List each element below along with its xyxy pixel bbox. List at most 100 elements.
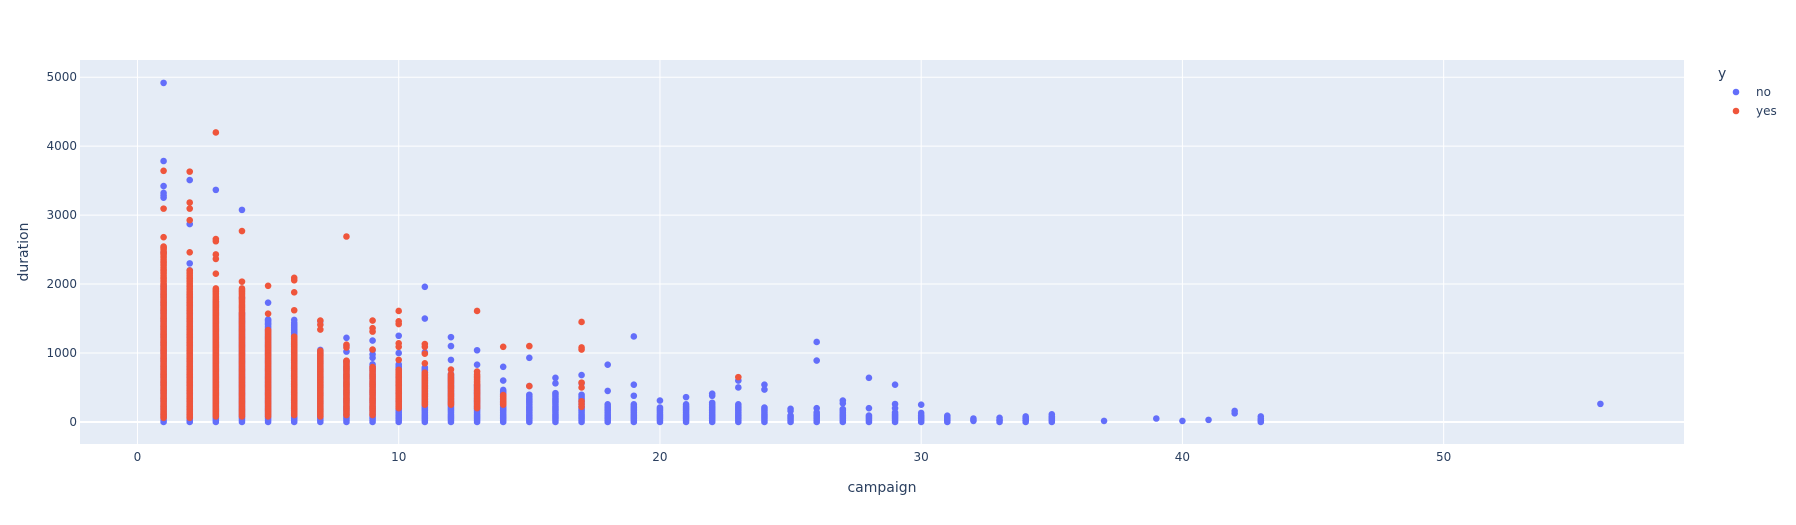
data-point (238, 285, 246, 292)
data-point (578, 379, 585, 386)
data-point (1205, 416, 1212, 424)
data-point (264, 326, 272, 334)
data-point (395, 320, 403, 328)
data-point (212, 270, 220, 278)
data-point (186, 199, 194, 206)
data-point (447, 371, 455, 378)
x-tick-label: 30 (914, 450, 929, 464)
data-points (160, 79, 1604, 426)
data-point (160, 205, 167, 212)
data-point (761, 386, 768, 393)
legend[interactable]: y no yes (1718, 66, 1777, 118)
data-point (212, 285, 220, 292)
data-point (891, 381, 899, 389)
data-point (238, 227, 246, 235)
data-point (212, 186, 220, 194)
data-point (369, 317, 376, 324)
data-point (735, 384, 742, 391)
data-point (761, 404, 768, 411)
data-point (813, 338, 820, 346)
data-point (160, 244, 167, 251)
data-point (917, 401, 925, 409)
data-point (761, 381, 768, 389)
data-point (186, 267, 194, 274)
data-point (473, 361, 481, 369)
data-point (1257, 417, 1265, 424)
data-point (865, 404, 873, 412)
data-point (1179, 417, 1186, 425)
data-point (656, 397, 664, 404)
data-point (421, 360, 429, 367)
data-point (473, 346, 481, 354)
data-point (290, 333, 298, 340)
data-point (290, 322, 298, 329)
data-point (264, 310, 272, 318)
data-point (395, 349, 403, 357)
data-point (970, 417, 977, 425)
data-point (552, 389, 559, 397)
data-point (447, 366, 455, 373)
x-tick-label: 0 (134, 450, 142, 464)
data-point (499, 363, 507, 371)
data-point (447, 356, 455, 364)
data-point (787, 407, 794, 415)
data-point (682, 401, 690, 408)
legend-item-yes[interactable]: yes (1732, 104, 1777, 118)
data-point (186, 216, 194, 224)
x-tick-label: 40 (1175, 450, 1190, 464)
data-point (578, 318, 585, 326)
data-point (160, 233, 167, 241)
y-tick-label: 2000 (46, 277, 77, 291)
data-point (526, 382, 533, 390)
data-point (212, 129, 220, 136)
y-axis-title: duration (16, 223, 32, 282)
legend-marker (1732, 88, 1740, 96)
data-point (630, 381, 638, 389)
legend-marker (1732, 107, 1740, 115)
data-point (578, 371, 585, 379)
data-point (290, 289, 298, 296)
data-point (369, 328, 376, 335)
data-point (996, 416, 1003, 424)
data-point (290, 276, 298, 284)
data-point (395, 356, 403, 364)
data-point (552, 374, 559, 382)
data-point (421, 369, 429, 377)
data-point (839, 400, 847, 407)
data-point (317, 347, 324, 355)
data-point (865, 374, 873, 382)
data-point (682, 393, 690, 401)
data-point (630, 401, 638, 408)
data-point (421, 315, 429, 322)
data-point (160, 194, 167, 201)
data-point (1022, 417, 1029, 424)
data-point (578, 384, 585, 391)
data-point (604, 401, 612, 408)
x-axis-title: campaign (847, 480, 916, 496)
data-point (290, 306, 298, 314)
legend-label: yes (1756, 104, 1777, 118)
data-point (735, 401, 742, 408)
data-point (578, 391, 585, 399)
x-tick-labels: 0 10 20 30 40 50 (134, 450, 1452, 464)
data-point (395, 332, 403, 340)
data-point (369, 354, 376, 362)
data-point (526, 354, 533, 362)
data-point (343, 357, 350, 365)
data-point (526, 391, 533, 399)
data-point (917, 409, 925, 417)
x-tick-label: 10 (391, 450, 406, 464)
x-tick-label: 50 (1436, 450, 1451, 464)
data-point (212, 237, 220, 245)
data-point (421, 350, 429, 357)
data-point (160, 167, 167, 175)
data-point (708, 399, 716, 407)
data-point (499, 391, 507, 399)
data-point (630, 392, 638, 400)
data-point (604, 361, 612, 369)
data-point (343, 344, 350, 351)
legend-item-no[interactable]: no (1732, 85, 1771, 99)
data-point (447, 333, 455, 341)
data-point (186, 168, 194, 175)
data-point (186, 248, 194, 256)
